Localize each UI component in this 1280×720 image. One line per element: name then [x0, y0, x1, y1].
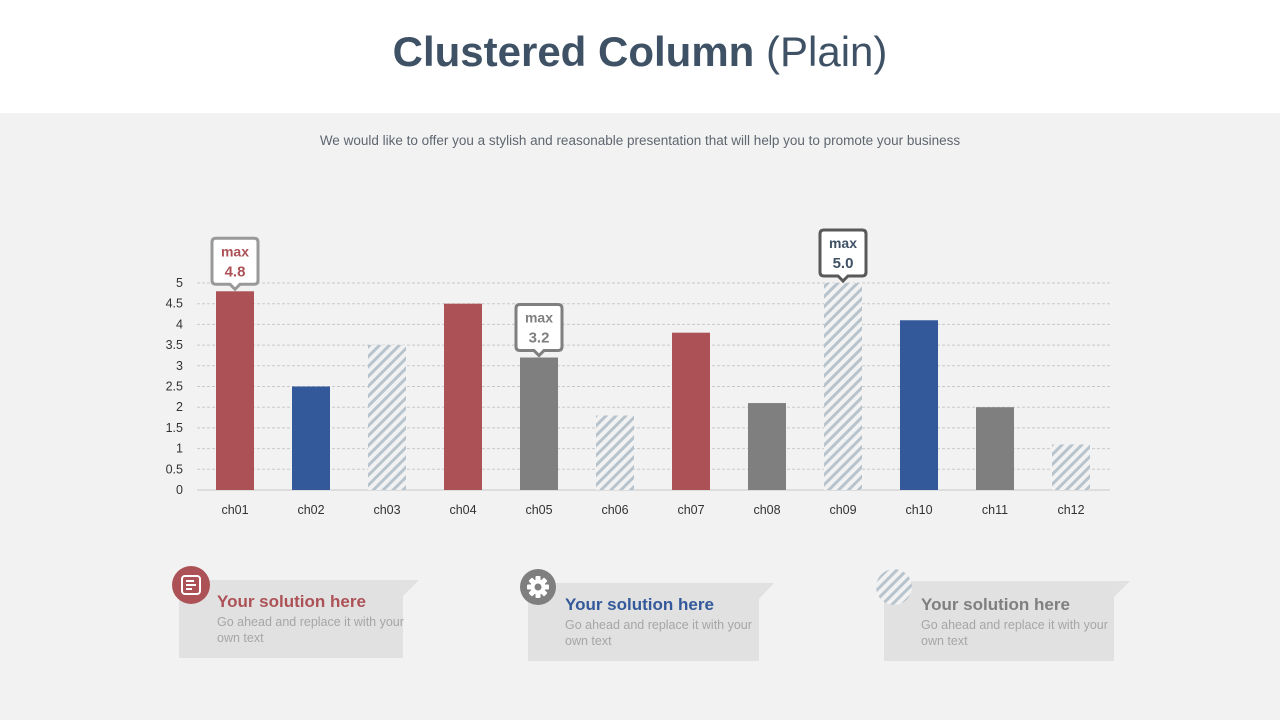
card-panel-3 [884, 581, 1130, 661]
x-tick-label: ch05 [525, 503, 552, 517]
bar-ch12 [1052, 444, 1090, 490]
card-panel-1 [179, 580, 419, 658]
max-callout: max 5.0 [818, 228, 868, 284]
solution-card-3: Your solution here Go ahead and replace … [876, 569, 1136, 669]
card-body-2: Go ahead and replace it with your own te… [565, 618, 752, 648]
bar-ch09 [824, 283, 862, 490]
clustered-column-chart: 0 0.5 1 1.5 2 2.5 3 3.5 4 4.5 5 ch01 ch02 ch03 ch04 ch0… [166, 228, 1110, 517]
y-tick-label: 5 [176, 276, 183, 290]
x-tick-label: ch06 [601, 503, 628, 517]
y-tick-label: 4.5 [166, 297, 183, 311]
y-tick-label: 0.5 [166, 462, 183, 476]
bar-ch08 [748, 403, 786, 490]
title-suffix: (Plain) [766, 28, 888, 75]
card-heading-2: Your solution here [565, 595, 714, 614]
x-tick-label: ch03 [373, 503, 400, 517]
callout-label: max [221, 243, 249, 259]
y-tick-label: 4 [176, 317, 183, 331]
document-icon [172, 566, 210, 604]
y-tick-label: 2 [176, 400, 183, 414]
gear-icon [520, 569, 556, 605]
x-tick-label: ch09 [829, 503, 856, 517]
y-tick-label: 2.5 [166, 380, 183, 394]
callout-value: 4.8 [225, 263, 246, 280]
bar-ch06 [596, 415, 634, 490]
y-tick-label: 0 [176, 483, 183, 497]
callout-value: 3.2 [529, 330, 550, 347]
x-tick-label: ch10 [905, 503, 932, 517]
x-tick-label: ch11 [982, 503, 1008, 517]
x-tick-label: ch04 [449, 503, 476, 517]
solution-card-1: Your solution here Go ahead and replace … [172, 566, 432, 666]
bar-ch01 [216, 291, 254, 490]
card-body-3: Go ahead and replace it with your own te… [921, 618, 1108, 648]
title-main: Clustered Column [392, 28, 755, 75]
callout-box [514, 303, 564, 358]
y-tick-label: 1.5 [166, 421, 183, 435]
x-tick-label: ch01 [221, 503, 248, 517]
card-heading-1: Your solution here [217, 592, 366, 611]
y-tick-label: 3 [176, 359, 183, 373]
solution-card-2: Your solution here Go ahead and replace … [520, 569, 780, 669]
bar-ch04 [444, 303, 482, 490]
max-callout: max 3.2 [514, 303, 564, 358]
card-body-1: Go ahead and replace it with your own te… [217, 615, 404, 645]
x-tick-label: ch12 [1057, 503, 1084, 517]
card-panel-2 [528, 583, 774, 661]
x-tick-label: ch02 [297, 503, 324, 517]
max-callout: max 4.8 [210, 236, 260, 292]
x-tick-label: ch08 [753, 503, 780, 517]
bar-ch11 [976, 407, 1014, 490]
callout-value: 5.0 [833, 255, 854, 272]
y-tick-label: 1 [176, 442, 183, 456]
callout-box [210, 236, 260, 292]
card-heading-3: Your solution here [921, 595, 1070, 614]
y-tick-label: 3.5 [166, 338, 183, 352]
page-title: Clustered Column (Plain) [0, 28, 1280, 76]
hatch-pattern-icon [876, 569, 912, 605]
callout-label: max [525, 310, 553, 326]
callout-label: max [829, 235, 857, 251]
bar-ch10 [900, 320, 938, 490]
callout-box [818, 228, 868, 284]
x-tick-label: ch07 [677, 503, 704, 517]
header-band [0, 0, 1280, 113]
bar-ch02 [292, 386, 330, 490]
bar-ch07 [672, 332, 710, 490]
bar-ch03 [368, 345, 406, 490]
bar-ch05 [520, 357, 558, 490]
page-subtitle: We would like to offer you a stylish and… [319, 133, 961, 148]
